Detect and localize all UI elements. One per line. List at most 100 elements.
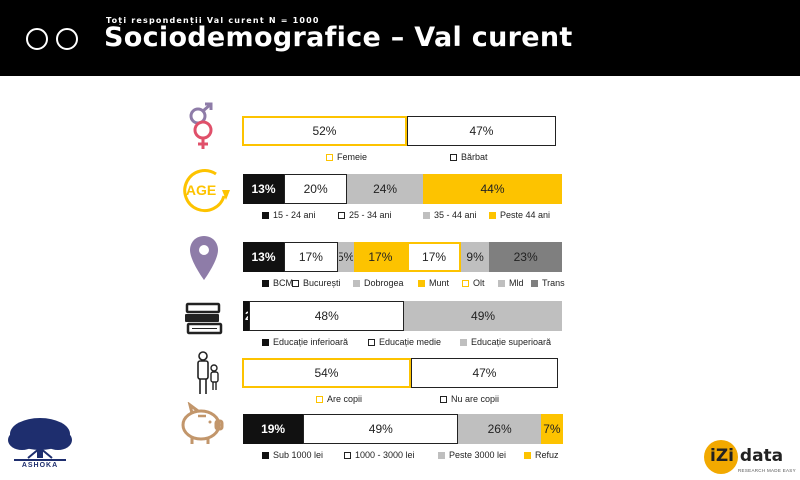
legend-item: Sub 1000 lei bbox=[262, 450, 323, 460]
legend-swatch bbox=[438, 451, 445, 459]
ashoka-tree-logo bbox=[8, 418, 72, 461]
legend-item: Peste 44 ani bbox=[489, 210, 550, 220]
legend-age: 15 - 24 ani 25 - 34 ani 35 - 44 ani Peste 4… bbox=[0, 210, 800, 224]
slide-title: Sociodemografice – Val curent bbox=[104, 22, 573, 53]
gender-icon bbox=[189, 102, 213, 149]
legend-swatch bbox=[326, 153, 333, 161]
bar-segment: 44% bbox=[423, 174, 562, 204]
legend-label: Sub 1000 lei bbox=[273, 450, 324, 460]
slide-subtitle: Toți respondenții Val curent N = 1000 bbox=[106, 16, 320, 25]
bar-segment: 20% bbox=[284, 174, 348, 204]
legend-label: Mld bbox=[509, 278, 524, 288]
legend-label: Refuz bbox=[535, 450, 559, 460]
bar-segment: 7% bbox=[540, 414, 563, 444]
bar-segment: 26% bbox=[458, 414, 541, 444]
legend-item: 25 - 34 ani bbox=[338, 210, 392, 220]
legend-swatch bbox=[460, 338, 467, 346]
bar-segment: 47% bbox=[410, 358, 558, 388]
legend-swatch bbox=[462, 279, 469, 287]
legend-gender: Femeie Bărbat bbox=[0, 152, 800, 166]
legend-item: Are copii bbox=[316, 394, 362, 404]
legend-label: 25 - 34 ani bbox=[349, 210, 392, 220]
legend-item: Dobrogea bbox=[353, 278, 404, 288]
legend-item: Educație medie bbox=[368, 337, 441, 347]
legend-label: Peste 3000 lei bbox=[449, 450, 507, 460]
legend-label: Femeie bbox=[337, 152, 368, 162]
legend-label: Bărbat bbox=[461, 152, 488, 162]
legend-swatch bbox=[531, 279, 538, 287]
legend-swatch bbox=[418, 279, 425, 287]
legend-label: Educație medie bbox=[379, 337, 442, 347]
legend-item: Femeie bbox=[326, 152, 367, 162]
bar-segment: 13% bbox=[243, 174, 285, 204]
legend-swatch bbox=[498, 279, 505, 287]
legend-label: Peste 44 ani bbox=[500, 210, 551, 220]
bar-segment: 17% bbox=[284, 242, 338, 272]
legend-swatch bbox=[524, 451, 531, 459]
bar-segment: 24% bbox=[347, 174, 423, 204]
legend-swatch bbox=[353, 279, 360, 287]
legend-item: București bbox=[292, 278, 341, 288]
bar-income: 19% 49% 26% 7% bbox=[243, 414, 563, 444]
izidata-logo-tagline: RESEARCH MADE EASY bbox=[738, 468, 796, 473]
bar-segment: 49% bbox=[303, 414, 459, 444]
bar-segment: 9% bbox=[460, 242, 490, 272]
bar-children: 54% 47% bbox=[242, 358, 558, 388]
age-icon: AGE bbox=[183, 169, 230, 213]
bar-segment: 19% bbox=[243, 414, 304, 444]
legend-item: Peste 3000 lei bbox=[438, 450, 506, 460]
legend-label: București bbox=[303, 278, 341, 288]
legend-item: Bărbat bbox=[450, 152, 488, 162]
legend-item: 35 - 44 ani bbox=[423, 210, 477, 220]
legend-swatch bbox=[450, 153, 457, 161]
piggy-bank-icon bbox=[181, 402, 224, 444]
bar-region: 13% 17% 5% 17% 17% 9% 23% bbox=[243, 242, 562, 272]
legend-swatch bbox=[262, 338, 269, 346]
legend-label: Educație inferioară bbox=[273, 337, 349, 347]
legend-item: Educație inferioară bbox=[262, 337, 348, 347]
legend-children: Are copii Nu are copii bbox=[0, 394, 800, 408]
legend-swatch bbox=[489, 211, 496, 219]
legend-label: BCM bbox=[273, 278, 293, 288]
chart-area: AGE 52% 47% Femeie Bărbat 13% 20% 24% 44% 15 … bbox=[0, 76, 800, 480]
legend-swatch bbox=[423, 211, 430, 219]
legend-item: Munt bbox=[418, 278, 449, 288]
legend-item: BCM bbox=[262, 278, 293, 288]
legend-swatch bbox=[338, 211, 345, 219]
legend-swatch bbox=[262, 451, 269, 459]
bar-segment: 5% bbox=[337, 242, 354, 272]
legend-item: Educație superioară bbox=[460, 337, 551, 347]
legend-swatch bbox=[292, 279, 299, 287]
bar-gender: 52% 47% bbox=[242, 116, 556, 146]
legend-label: 15 - 24 ani bbox=[273, 210, 316, 220]
legend-swatch bbox=[316, 395, 323, 403]
bar-segment: 52% bbox=[242, 116, 407, 146]
legend-item: Trans bbox=[531, 278, 565, 288]
legend-label: Dobrogea bbox=[364, 278, 404, 288]
legend-swatch bbox=[368, 338, 375, 346]
legend-education: Educație inferioară Educație medie Educați… bbox=[0, 337, 800, 351]
legend-item: Mld bbox=[498, 278, 524, 288]
window-circle-2 bbox=[56, 28, 78, 50]
legend-label: Educație superioară bbox=[471, 337, 552, 347]
bar-segment: 17% bbox=[407, 242, 461, 272]
bar-segment: 2 bbox=[243, 301, 250, 331]
legend-item: Refuz bbox=[524, 450, 559, 460]
bar-segment: 54% bbox=[242, 358, 411, 388]
bar-segment: 48% bbox=[249, 301, 405, 331]
legend-item: 1000 - 3000 lei bbox=[344, 450, 415, 460]
legend-income: Sub 1000 lei 1000 - 3000 lei Peste 3000 le… bbox=[0, 450, 800, 464]
header-bar: Toți respondenții Val curent N = 1000 So… bbox=[0, 0, 800, 76]
location-pin-icon bbox=[190, 236, 218, 280]
bar-education: 248%49% bbox=[243, 301, 562, 331]
window-circle-1 bbox=[26, 28, 48, 50]
legend-label: Trans bbox=[542, 278, 565, 288]
ashoka-logo-text: ASHOKA bbox=[21, 462, 59, 469]
bar-segment: 17% bbox=[353, 242, 408, 272]
parent-child-icon bbox=[197, 351, 219, 394]
legend-item: Nu are copii bbox=[440, 394, 499, 404]
legend-swatch bbox=[262, 279, 269, 287]
bar-age: 13% 20% 24% 44% bbox=[243, 174, 562, 204]
legend-item: Olt bbox=[462, 278, 485, 288]
legend-swatch bbox=[262, 211, 269, 219]
